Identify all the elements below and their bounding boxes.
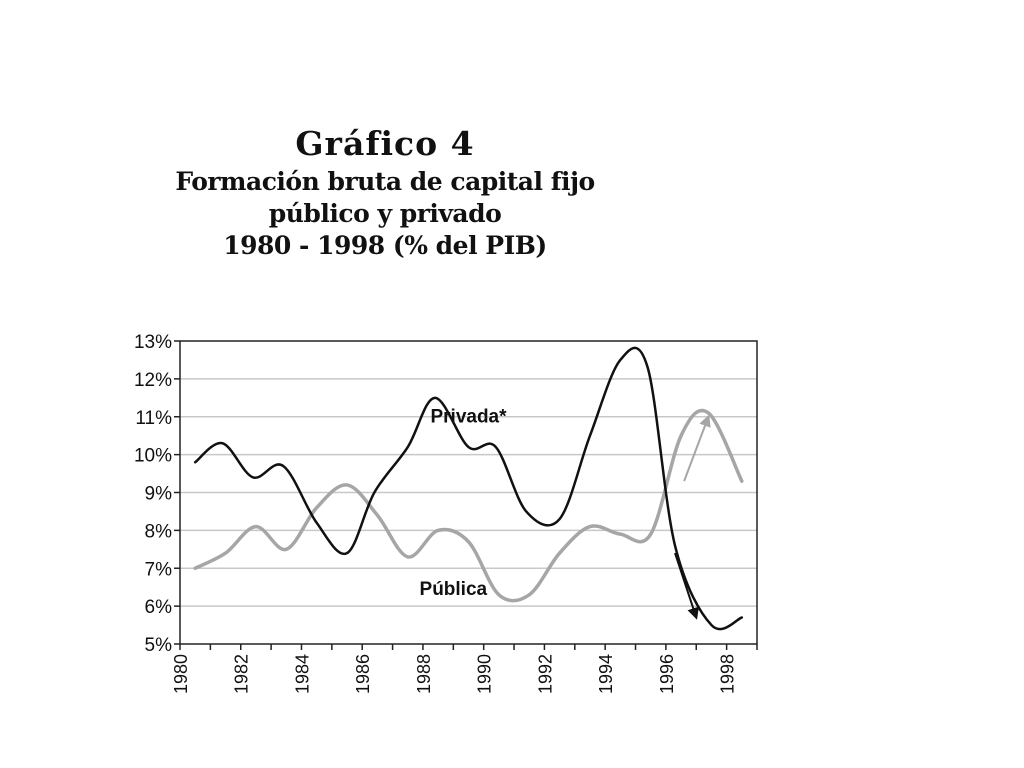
y-tick-label: 9% <box>145 484 173 505</box>
x-tick-label: 1980 <box>171 654 191 694</box>
series-label-privada: Privada* <box>430 406 507 427</box>
x-tick-label: 1990 <box>475 654 495 694</box>
series-line-privada <box>193 346 744 631</box>
x-tick-label: 1982 <box>232 654 252 694</box>
series-label-publica: Pública <box>420 579 488 600</box>
annotation-arrow <box>674 552 699 620</box>
x-tick-label: 1988 <box>414 654 434 694</box>
y-tick-label: 12% <box>134 370 172 391</box>
y-tick-label: 10% <box>134 446 172 467</box>
x-tick-label: 1998 <box>718 654 738 694</box>
y-tick-label: 11% <box>135 408 172 429</box>
x-tick-label: 1994 <box>596 654 616 694</box>
chart-title-block: Gráfico 4 Formación bruta de capital fij… <box>120 122 650 262</box>
x-tick-label: 1984 <box>292 654 312 694</box>
y-tick-label: 5% <box>145 635 173 656</box>
y-tick-label: 6% <box>145 597 173 618</box>
chart-subtitle-line-2: público y privado <box>268 199 502 228</box>
series-line-publica <box>193 408 744 603</box>
chart-subtitle-line-1: Formación bruta de capital fijo <box>175 167 595 196</box>
y-tick-label: 7% <box>145 559 173 580</box>
chart-title: Gráfico 4 <box>295 124 475 163</box>
annotation-arrow <box>683 414 711 482</box>
y-tick-label: 13% <box>134 332 172 353</box>
x-tick-label: 1986 <box>353 654 373 694</box>
x-tick-label: 1996 <box>657 654 677 694</box>
y-tick-label: 8% <box>145 521 173 542</box>
chart-subtitle-line-3: 1980 - 1998 (% del PIB) <box>223 231 547 260</box>
x-tick-label: 1992 <box>535 654 555 694</box>
